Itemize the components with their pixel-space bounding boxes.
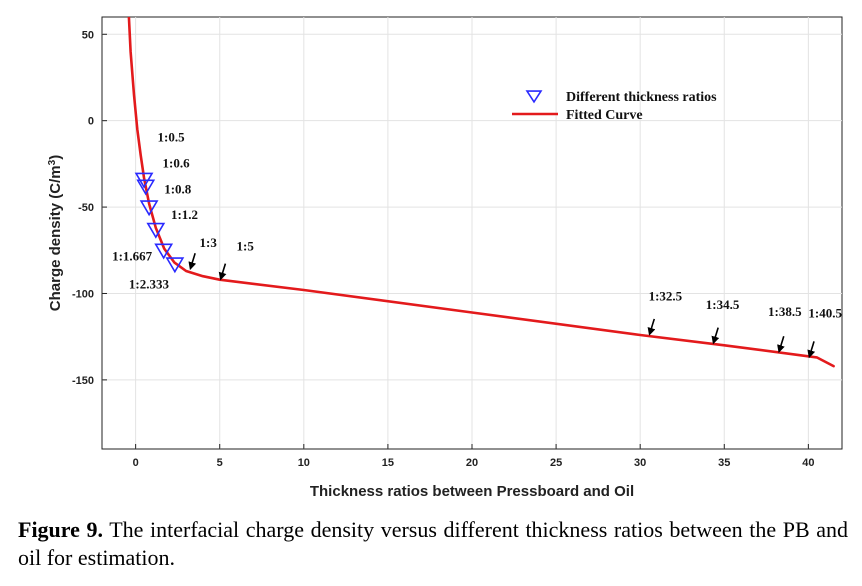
annotation-label-1-5: 1:5 <box>237 238 255 253</box>
axis-ticks: 0 5 10 15 20 25 30 35 40 50 0 -50 -100 -150 <box>72 29 815 469</box>
y-tick-label: 50 <box>82 29 94 41</box>
legend-label-fitted-curve: Fitted Curve <box>566 108 643 123</box>
y-tick-label: -50 <box>78 202 94 214</box>
annotation-label-1-0-8: 1:0.8 <box>164 181 192 196</box>
data-point-marker <box>146 222 166 239</box>
annotation-arrow <box>777 335 785 354</box>
legend-marker-triangle <box>525 90 543 104</box>
y-tick-label: -100 <box>72 288 94 300</box>
data-point-marker <box>136 179 156 196</box>
annotation-label-1-0-6: 1:0.6 <box>163 155 191 170</box>
x-tick-label: 25 <box>550 457 562 469</box>
fitted-curve-layer <box>127 17 835 368</box>
annotation-arrow <box>807 341 816 359</box>
legend: Different thickness ratios Fitted Curve <box>512 90 717 123</box>
x-tick-label: 40 <box>802 457 814 469</box>
y-tick-label: 0 <box>88 116 94 128</box>
x-tick-label: 15 <box>382 457 394 469</box>
data-point-marker <box>154 243 174 260</box>
annotation-label-1-1-667: 1:1.667 <box>112 249 153 264</box>
x-tick-label: 35 <box>718 457 730 469</box>
x-tick-label: 0 <box>133 457 139 469</box>
fitted-curve-line <box>127 17 835 368</box>
annotation-label-1-2-333: 1:2.333 <box>129 276 170 291</box>
figure-caption: Figure 9. The interfacial charge density… <box>18 516 848 572</box>
x-tick-label: 10 <box>298 457 310 469</box>
y-tick-label: -150 <box>72 375 94 387</box>
x-tick-label: 30 <box>634 457 646 469</box>
annotation-arrow <box>188 253 197 271</box>
x-tick-label: 5 <box>217 457 223 469</box>
annotation-arrow <box>647 318 656 336</box>
annotation-label-1-1-2: 1:1.2 <box>171 207 198 222</box>
data-point-marker <box>165 257 185 274</box>
annotation-label-1-34-5: 1:34.5 <box>706 297 740 312</box>
annotation-label-1-3: 1:3 <box>200 235 218 250</box>
x-axis-label: Thickness ratios between Pressboard and … <box>310 483 634 500</box>
data-markers <box>134 172 185 274</box>
figure-label: Figure 9. <box>18 517 104 542</box>
grid <box>102 17 842 449</box>
data-point-marker <box>139 200 159 217</box>
annotation-arrow <box>218 263 227 281</box>
annotation-label-1-38-5: 1:38.5 <box>768 304 802 319</box>
y-axis-label: Charge density (C/m3) <box>47 155 65 311</box>
annotation-label-1-32-5: 1:32.5 <box>649 288 683 303</box>
annotations: 1:0.5 1:0.6 1:0.8 1:1.2 1:1.667 1:2.333 1:3 1:5… <box>112 129 842 359</box>
annotation-label-1-40-5: 1:40.5 <box>808 306 842 321</box>
annotation-arrow <box>711 327 720 345</box>
caption-text: The interfacial charge density versus di… <box>18 517 848 570</box>
legend-label-different-thickness-ratios: Different thickness ratios <box>566 90 717 105</box>
annotation-label-1-0-5: 1:0.5 <box>158 129 186 144</box>
x-tick-label: 20 <box>466 457 478 469</box>
